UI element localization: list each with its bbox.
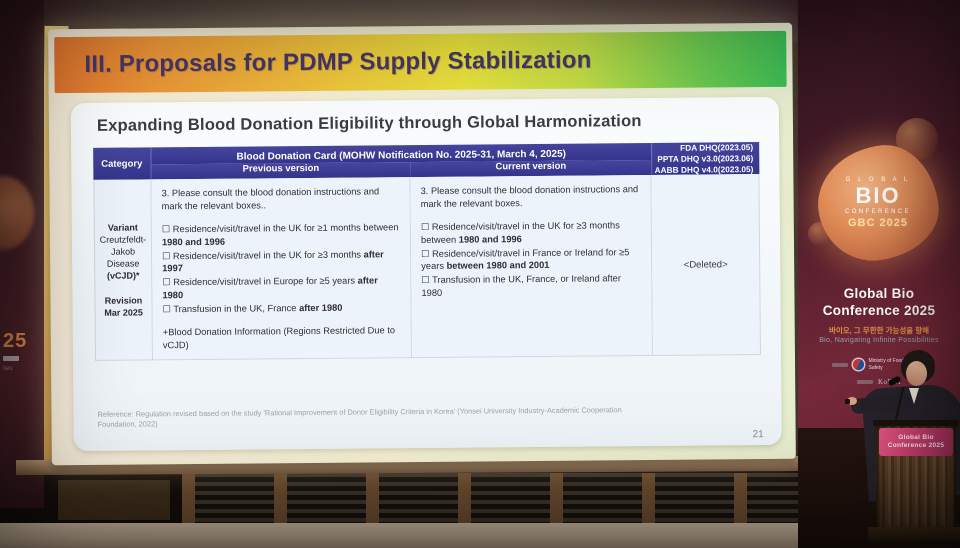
- reference-note: Reference: Regulation revised based on t…: [97, 404, 622, 430]
- mfds-taegeuk-icon: [852, 359, 864, 370]
- left-conference-banner: 25 ties: [0, 0, 44, 508]
- item-bold-text: between 1980 and 2001: [446, 260, 550, 272]
- current-checkbox-item: ☐ Transfusion in the UK, France, or Irel…: [421, 272, 641, 300]
- podium-base: [868, 527, 960, 541]
- slide-page-number: 21: [752, 429, 764, 441]
- podium-sign-line1: Global Bio: [898, 433, 934, 441]
- category-revision-date: Mar 2025: [104, 307, 143, 318]
- left-banner-partial-tagline: ties: [3, 366, 13, 372]
- wall-wood-box: [58, 480, 170, 520]
- presenter: [845, 340, 960, 540]
- presenter-face: [906, 361, 927, 386]
- item-text: ☐ Residence/visit/travel in Europe for ≥…: [162, 275, 358, 288]
- podium-sign: Global Bio Conference 2025: [879, 428, 953, 456]
- blood-donation-table: Category Blood Donation Card (MOHW Notif…: [93, 142, 761, 362]
- microphone-icon: [887, 375, 902, 387]
- previous-checkbox-item: ☐ Residence/visit/travel in the UK for ≥…: [162, 221, 400, 249]
- dhq-line-ppta: PPTA DHQ v3.0(2023.06): [657, 152, 754, 164]
- item-text: ☐ Residence/visit/travel in the UK for ≥…: [161, 222, 399, 235]
- previous-footnote: +Blood Donation Information (Regions Res…: [162, 325, 396, 350]
- slide-content-panel: Expanding Blood Donation Eligibility thr…: [70, 96, 782, 452]
- category-vcjd: (vCJD)*: [106, 270, 140, 282]
- logo-bio-text: BIO: [855, 183, 901, 208]
- left-banner-blob-graphic: [0, 176, 34, 250]
- table-cell-dhq-deleted: <Deleted>: [651, 174, 761, 357]
- projection-screen: III. Proposals for PDMP Supply Stabiliza…: [48, 22, 796, 466]
- table-header-dhq: FDA DHQ(2023.05) PPTA DHQ v3.0(2023.06) …: [651, 142, 760, 176]
- banner-korean-tagline: 바이오, 그 무한한 가능성을 향해: [828, 326, 930, 335]
- slide-subtitle: Expanding Blood Donation Eligibility thr…: [96, 112, 642, 135]
- previous-intro: 3. Please consult the blood donation ins…: [161, 186, 380, 212]
- category-revision: Revision: [104, 295, 143, 306]
- gbc-logo-blob: G L O B A L BIO CONFERENCE GBC 2025: [812, 140, 944, 266]
- previous-checkbox-item: ☐ Residence/visit/travel in the UK for ≥…: [162, 248, 400, 276]
- item-bold-text: after 1980: [298, 302, 343, 314]
- table-cell-category: Variant Creutzfeldt-Jakob Disease (vCJD)…: [93, 179, 154, 362]
- slide-title-banner: III. Proposals for PDMP Supply Stabiliza…: [54, 30, 787, 94]
- hosted-by-row: Ministry of Food and Drug Safety: [831, 358, 927, 371]
- left-banner-partial-year: 25: [3, 330, 28, 352]
- wall-slat-pattern: [182, 473, 822, 523]
- dhq-line-aabb: AABB DHQ v4.0(2023.05): [654, 163, 754, 175]
- ministry-name: Ministry of Food and Drug Safety: [868, 358, 927, 371]
- current-checkbox-item: ☐ Residence/visit/travel in the UK for ≥…: [421, 219, 641, 247]
- banner-title-line2: Conference 2025: [822, 302, 936, 318]
- dhq-line-fda: FDA DHQ(2023.05): [680, 142, 754, 153]
- podium: Global Bio Conference 2025: [873, 420, 959, 530]
- stage-wall-panels: [0, 468, 828, 526]
- presenter-clicker: [845, 399, 850, 404]
- presenter-shirt: [909, 388, 919, 404]
- banner-conference-title: Global Bio Conference 2025: [798, 286, 960, 320]
- presenter-hand: [847, 397, 857, 405]
- organized-by-label: [856, 380, 873, 384]
- category-variant: Variant: [107, 222, 138, 233]
- current-checkbox-item: ☐ Residence/visit/travel in France or Ir…: [421, 246, 641, 274]
- logo-gbc-2025-text: GBC 2025: [848, 217, 908, 229]
- table-cell-previous-version: 3. Please consult the blood donation ins…: [151, 177, 413, 361]
- table-header-category: Category: [93, 147, 152, 181]
- current-intro: 3. Please consult the blood donation ins…: [420, 184, 639, 210]
- previous-checkbox-item: ☐ Transfusion in the UK, France after 19…: [163, 301, 401, 316]
- banner-title-line1: Global Bio: [843, 286, 915, 301]
- left-banner-partial-korean-text: [3, 356, 19, 361]
- item-text: ☐ Residence/visit/travel in the UK for ≥…: [162, 249, 364, 261]
- hosted-by-label: [831, 362, 848, 367]
- gbc-logo: G L O B A L BIO CONFERENCE GBC 2025: [818, 146, 938, 260]
- item-text: ☐ Transfusion in the UK, France, or Irel…: [421, 273, 621, 299]
- logo-conference-text: CONFERENCE: [844, 209, 911, 215]
- slide-title: III. Proposals for PDMP Supply Stabiliza…: [84, 46, 592, 78]
- podium-top-edge: [873, 420, 959, 426]
- item-text: ☐ Transfusion in the UK, France: [162, 303, 300, 315]
- previous-checkbox-item: ☐ Residence/visit/travel in Europe for ≥…: [162, 275, 400, 303]
- item-bold-text: 1980 and 1996: [161, 236, 226, 248]
- item-bold-text: 1980 and 1996: [458, 233, 522, 245]
- category-disease-name: Creutzfeldt-Jakob Disease: [99, 234, 147, 270]
- table-cell-current-version: 3. Please consult the blood donation ins…: [410, 175, 653, 359]
- banner-english-tagline: Bio, Navigating Infinite Possibilities: [819, 337, 939, 344]
- podium-sign-line2: Conference 2025: [887, 442, 945, 449]
